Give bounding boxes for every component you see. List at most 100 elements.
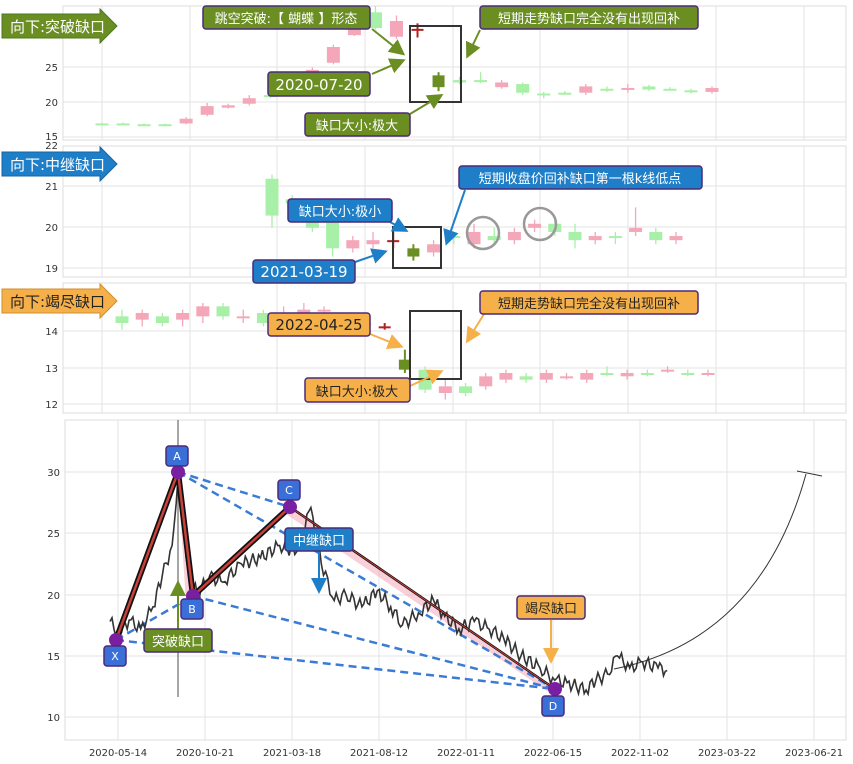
candle-body	[179, 118, 193, 124]
gap-fill-status: 短期走势缺口完全没有出现回补	[498, 11, 680, 27]
candle-body	[389, 20, 403, 37]
candle-body	[537, 93, 551, 96]
candle-body	[705, 87, 719, 92]
pattern-lines	[115, 470, 556, 691]
y-tick: 20	[45, 98, 58, 109]
x-ticks: 2020-05-14 2020-10-21 2021-03-18 2021-08…	[89, 748, 843, 759]
candle-body	[608, 236, 622, 239]
y-tick: 15	[47, 652, 60, 663]
annotations-low: 2022-04-25 短期走势缺口完全没有出现回补 缺口大小:极大	[267, 290, 699, 403]
y-tick: 30	[47, 468, 60, 479]
candle-body	[366, 240, 380, 245]
candle-body	[347, 27, 361, 36]
y-tick: 10	[47, 713, 60, 724]
candle-body	[155, 316, 169, 323]
candle-body	[196, 306, 210, 317]
point-labels: A B C D X	[103, 445, 565, 717]
x-tick: 2021-03-18	[263, 748, 321, 759]
tag-text: 向下:中继缺口	[10, 156, 105, 174]
candle-body	[242, 98, 256, 104]
candle-body	[427, 244, 441, 253]
gap-fill-circle	[522, 206, 558, 242]
gap-fill-status: 短期走势缺口完全没有出现回补	[498, 296, 680, 312]
gap-fill-status: 短期收盘价回补缺口第一根k线低点	[479, 171, 682, 187]
candle-body	[346, 240, 360, 249]
candle-body	[516, 84, 530, 93]
y-tick: 20	[47, 591, 60, 602]
candle-body	[487, 236, 501, 241]
y-tick: 25	[45, 63, 58, 74]
gap-date: 2021-03-19	[260, 263, 347, 281]
candle-body	[579, 86, 593, 93]
point-x	[109, 633, 123, 647]
candle-body	[663, 88, 677, 91]
pattern-points	[109, 465, 562, 696]
candle-body	[216, 306, 230, 317]
gap-type-labels: 突破缺口 中继缺口 竭尽缺口	[143, 527, 586, 664]
candle-body	[558, 92, 572, 95]
panel-top: 15 20 25	[45, 5, 847, 143]
y-tick: 25	[47, 529, 60, 540]
candle-body	[629, 227, 643, 232]
tag-text: 向下:突破缺口	[10, 18, 105, 36]
breakaway-gap-label: 突破缺口	[152, 634, 204, 650]
panel-tag-low: 向下:竭尽缺口	[1, 282, 118, 320]
projection-cap	[796, 470, 823, 477]
candle-body	[116, 123, 130, 126]
candle-body	[474, 80, 488, 83]
x-tick: 2023-06-21	[785, 748, 843, 759]
candle-body	[661, 369, 675, 372]
x-tick: 2022-11-02	[611, 748, 669, 759]
gap-candle	[411, 28, 424, 31]
gap-size: 缺口大小:极大	[316, 385, 398, 400]
y-tick: 19	[45, 264, 58, 275]
gap-candle	[398, 359, 411, 370]
y-tick: 14	[45, 327, 58, 338]
candles-low	[115, 303, 715, 400]
candle-body	[236, 316, 250, 319]
candle-body	[459, 386, 473, 393]
gap-candle	[407, 248, 420, 257]
panel-tag-top: 向下:突破缺口	[1, 7, 118, 45]
gap-date: 2020-07-20	[275, 76, 362, 94]
candle-body	[588, 236, 602, 241]
point-d	[548, 682, 562, 696]
bd-dashed	[192, 594, 556, 691]
candle-body	[495, 82, 509, 88]
candle-body	[600, 88, 614, 91]
x-tick: 2023-03-22	[698, 748, 756, 759]
label-c: C	[285, 484, 293, 497]
candle-body	[265, 178, 279, 216]
candle-body	[115, 316, 129, 323]
candle-body	[681, 373, 695, 375]
candle-body	[519, 376, 533, 380]
candle-body	[200, 106, 214, 115]
candle-body	[640, 373, 654, 375]
panel-mid: 19 20 21 22	[45, 141, 847, 278]
x-tick: 2020-10-21	[176, 748, 234, 759]
y-tick: 21	[45, 182, 58, 193]
panel-bottom: 10 15 20 25 30 2020-05-14 2020-10-21 202…	[47, 419, 847, 759]
x-tick: 2021-08-12	[350, 748, 408, 759]
candle-body	[95, 123, 109, 126]
y-tick: 22	[45, 141, 58, 152]
candle-body	[326, 46, 340, 63]
gap-candle	[378, 326, 391, 329]
candles-top	[95, 6, 719, 127]
label-a: A	[173, 450, 181, 463]
x-tick: 2020-05-14	[89, 748, 147, 759]
panel-tag-mid: 向下:中继缺口	[1, 145, 118, 183]
panel-low: 12 13 14	[45, 282, 847, 414]
gap-size: 缺口大小:极小	[299, 205, 381, 220]
x-tick: 2022-06-15	[524, 748, 582, 759]
candle-body	[621, 87, 635, 90]
pattern-label: 跳空突破:【 蝴蝶 】形态	[215, 11, 358, 27]
y-tick: 13	[45, 364, 58, 375]
label-b: B	[188, 603, 196, 616]
ac-dashed	[177, 470, 556, 691]
gap-box	[392, 226, 442, 269]
candle-body	[137, 124, 151, 127]
annotations-top: 跳空突破:【 蝴蝶 】形态 2020-07-20 缺口大小:极大 短期走势缺口完…	[202, 5, 699, 137]
candle-body	[176, 313, 190, 320]
